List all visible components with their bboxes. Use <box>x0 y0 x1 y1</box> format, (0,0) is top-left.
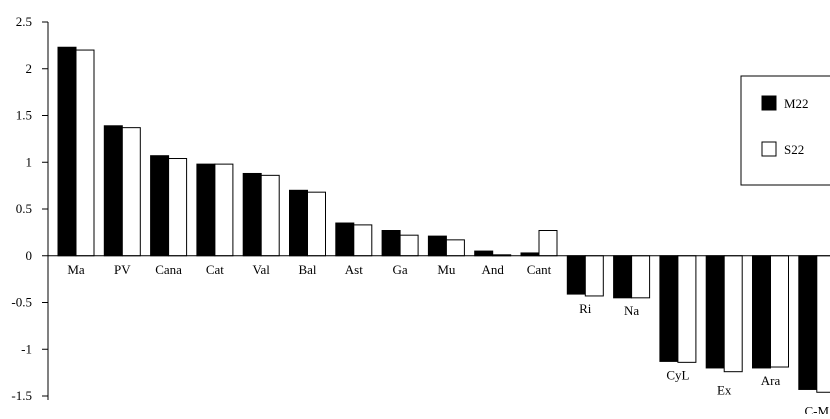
category-label-cana: Cana <box>155 262 182 277</box>
category-label-c-m: C-M <box>805 403 830 414</box>
legend-swatch-m22 <box>761 95 777 111</box>
bar-s22-bal <box>307 191 326 257</box>
bar-m22-cyl <box>659 255 679 362</box>
bar-s22-na <box>631 255 651 299</box>
category-label-ast: Ast <box>345 262 363 277</box>
legend-swatch-s22 <box>761 141 777 157</box>
y-tick-label: 2.5 <box>16 14 32 29</box>
bar-s22-cana <box>168 158 188 257</box>
bar-m22-val <box>242 172 262 257</box>
y-tick-label: -1.5 <box>11 388 32 403</box>
bar-s22-c-m <box>816 255 830 393</box>
bar-m22-bal <box>289 189 308 257</box>
bar-m22-ma <box>57 46 77 257</box>
bar-m22-c-m <box>798 255 818 390</box>
bar-m22-mu <box>427 235 447 257</box>
bar-m22-ex <box>705 255 725 369</box>
y-tick-label: 2 <box>26 61 33 76</box>
category-label-na: Na <box>624 303 639 318</box>
legend-label-m22: M22 <box>784 96 809 111</box>
category-label-ex: Ex <box>717 383 732 398</box>
category-label-bal: Bal <box>298 262 316 277</box>
bar-m22-ga <box>381 230 401 257</box>
bar-s22-cat <box>214 163 234 257</box>
category-label-cant: Cant <box>527 262 552 277</box>
y-tick-label: 1.5 <box>16 108 32 123</box>
bar-m22-cana <box>150 155 170 257</box>
category-label-cat: Cat <box>206 262 224 277</box>
bar-s22-ast <box>353 224 373 257</box>
category-label-ara: Ara <box>761 373 781 388</box>
y-tick-label: 0.5 <box>16 201 32 216</box>
bar-s22-cant <box>538 230 558 257</box>
y-tick-label: 0 <box>26 248 33 263</box>
bar-s22-ara <box>770 255 789 368</box>
bar-m22-ara <box>752 255 771 369</box>
y-tick-label: -1 <box>21 341 32 356</box>
bar-s22-pv <box>121 127 141 257</box>
bars-layer <box>57 46 830 393</box>
legend-label-s22: S22 <box>784 142 804 157</box>
category-label-mu: Mu <box>437 262 456 277</box>
bar-s22-ga <box>399 234 419 257</box>
bar-m22-ast <box>335 222 355 257</box>
category-label-ri: Ri <box>579 301 592 316</box>
bar-m22-and <box>474 250 494 257</box>
bar-m22-ri <box>566 255 586 295</box>
bar-s22-ri <box>584 255 604 297</box>
bar-s22-cyl <box>677 255 697 363</box>
y-axis: 2.5 2 1.5 1 0.5 0 -0.5 -1 -1.5 <box>11 14 830 403</box>
bar-s22-mu <box>445 239 465 257</box>
bar-m22-pv <box>103 125 123 257</box>
y-tick-label: -0.5 <box>11 295 32 310</box>
category-label-pv: PV <box>114 262 131 277</box>
category-label-cyl: CyL <box>666 367 689 382</box>
category-label-and: And <box>482 262 505 277</box>
legend: M22 S22 <box>740 75 830 186</box>
bar-s22-val <box>260 174 280 257</box>
bar-s22-ma <box>75 49 95 257</box>
bar-s22-ex <box>723 255 743 373</box>
category-label-val: Val <box>253 262 271 277</box>
y-tick-label: 1 <box>26 154 33 169</box>
category-label-ga: Ga <box>393 262 408 277</box>
legend-box <box>740 75 830 186</box>
category-label-ma: Ma <box>67 262 85 277</box>
bar-m22-cat <box>196 163 216 257</box>
category-labels: Ma PV Cana Cat Val Bal Ast Ga Mu And Cant Ri Na CyL Ex… <box>67 262 830 419</box>
bar-m22-na <box>613 255 633 299</box>
